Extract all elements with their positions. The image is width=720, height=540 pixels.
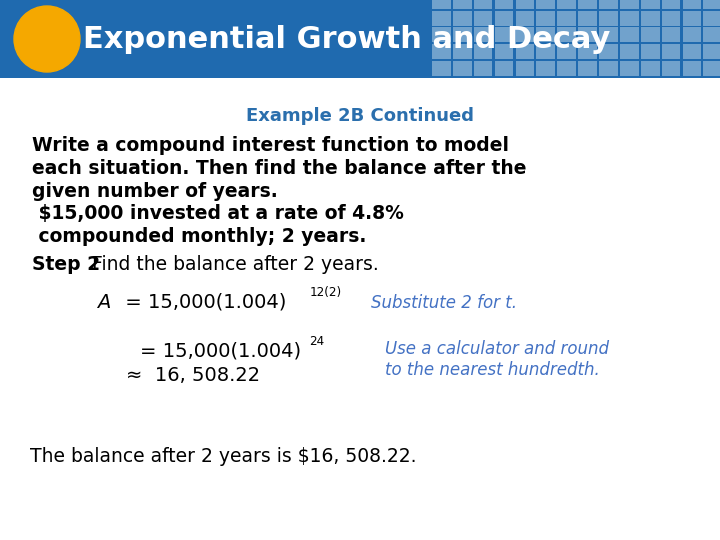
- Text: compounded monthly; 2 years.: compounded monthly; 2 years.: [32, 227, 366, 246]
- FancyBboxPatch shape: [662, 44, 680, 59]
- FancyBboxPatch shape: [453, 60, 472, 76]
- FancyBboxPatch shape: [703, 10, 720, 25]
- FancyBboxPatch shape: [641, 27, 660, 42]
- Text: Write a compound interest function to model: Write a compound interest function to mo…: [32, 136, 510, 156]
- FancyBboxPatch shape: [495, 44, 513, 59]
- FancyBboxPatch shape: [453, 0, 472, 9]
- Text: Use a calculator and round: Use a calculator and round: [385, 340, 609, 357]
- FancyBboxPatch shape: [683, 60, 701, 76]
- FancyBboxPatch shape: [703, 60, 720, 76]
- FancyBboxPatch shape: [536, 44, 555, 59]
- FancyBboxPatch shape: [599, 27, 618, 42]
- Text: = 15,000(1.004): = 15,000(1.004): [119, 293, 286, 312]
- FancyBboxPatch shape: [599, 10, 618, 25]
- FancyBboxPatch shape: [495, 10, 513, 25]
- FancyBboxPatch shape: [683, 44, 701, 59]
- Text: to the nearest hundredth.: to the nearest hundredth.: [385, 361, 600, 379]
- FancyBboxPatch shape: [557, 27, 576, 42]
- FancyBboxPatch shape: [703, 0, 720, 9]
- FancyBboxPatch shape: [662, 27, 680, 42]
- FancyBboxPatch shape: [474, 0, 492, 9]
- Text: = 15,000(1.004): = 15,000(1.004): [140, 341, 302, 360]
- FancyBboxPatch shape: [641, 60, 660, 76]
- FancyBboxPatch shape: [599, 0, 618, 9]
- FancyBboxPatch shape: [536, 60, 555, 76]
- FancyBboxPatch shape: [578, 0, 597, 9]
- FancyBboxPatch shape: [620, 44, 639, 59]
- FancyBboxPatch shape: [0, 0, 720, 78]
- Text: given number of years.: given number of years.: [32, 181, 278, 201]
- FancyBboxPatch shape: [662, 60, 680, 76]
- Text: The balance after 2 years is $16, 508.22.: The balance after 2 years is $16, 508.22…: [30, 447, 417, 466]
- FancyBboxPatch shape: [432, 60, 451, 76]
- FancyBboxPatch shape: [683, 27, 701, 42]
- FancyBboxPatch shape: [641, 0, 660, 9]
- Ellipse shape: [14, 6, 80, 72]
- FancyBboxPatch shape: [703, 44, 720, 59]
- FancyBboxPatch shape: [620, 0, 639, 9]
- FancyBboxPatch shape: [683, 0, 701, 9]
- FancyBboxPatch shape: [474, 10, 492, 25]
- FancyBboxPatch shape: [516, 27, 534, 42]
- FancyBboxPatch shape: [536, 10, 555, 25]
- FancyBboxPatch shape: [703, 27, 720, 42]
- FancyBboxPatch shape: [516, 10, 534, 25]
- Text: Example 2B Continued: Example 2B Continued: [246, 107, 474, 125]
- FancyBboxPatch shape: [432, 27, 451, 42]
- Text: Step 2: Step 2: [32, 255, 101, 274]
- FancyBboxPatch shape: [620, 10, 639, 25]
- FancyBboxPatch shape: [516, 44, 534, 59]
- FancyBboxPatch shape: [599, 44, 618, 59]
- Text: $15,000 invested at a rate of 4.8%: $15,000 invested at a rate of 4.8%: [32, 204, 404, 224]
- Text: Exponential Growth and Decay: Exponential Growth and Decay: [83, 24, 611, 53]
- FancyBboxPatch shape: [516, 0, 534, 9]
- FancyBboxPatch shape: [557, 10, 576, 25]
- Text: A: A: [97, 293, 111, 312]
- FancyBboxPatch shape: [557, 44, 576, 59]
- FancyBboxPatch shape: [620, 60, 639, 76]
- FancyBboxPatch shape: [432, 44, 451, 59]
- FancyBboxPatch shape: [453, 44, 472, 59]
- FancyBboxPatch shape: [578, 60, 597, 76]
- FancyBboxPatch shape: [578, 44, 597, 59]
- FancyBboxPatch shape: [453, 27, 472, 42]
- Text: Substitute 2 for t.: Substitute 2 for t.: [371, 294, 517, 312]
- FancyBboxPatch shape: [620, 27, 639, 42]
- FancyBboxPatch shape: [578, 27, 597, 42]
- Text: Find the balance after 2 years.: Find the balance after 2 years.: [86, 255, 379, 274]
- FancyBboxPatch shape: [662, 0, 680, 9]
- FancyBboxPatch shape: [495, 0, 513, 9]
- FancyBboxPatch shape: [432, 0, 451, 9]
- FancyBboxPatch shape: [641, 44, 660, 59]
- FancyBboxPatch shape: [536, 27, 555, 42]
- FancyBboxPatch shape: [495, 27, 513, 42]
- Text: 24: 24: [310, 334, 325, 348]
- FancyBboxPatch shape: [557, 60, 576, 76]
- FancyBboxPatch shape: [578, 10, 597, 25]
- FancyBboxPatch shape: [474, 44, 492, 59]
- FancyBboxPatch shape: [683, 10, 701, 25]
- Text: ≈  16, 508.22: ≈ 16, 508.22: [126, 366, 260, 384]
- FancyBboxPatch shape: [599, 60, 618, 76]
- FancyBboxPatch shape: [516, 60, 534, 76]
- FancyBboxPatch shape: [662, 10, 680, 25]
- Text: 12(2): 12(2): [310, 286, 342, 299]
- Text: each situation. Then find the balance after the: each situation. Then find the balance af…: [32, 159, 527, 178]
- FancyBboxPatch shape: [432, 10, 451, 25]
- FancyBboxPatch shape: [557, 0, 576, 9]
- FancyBboxPatch shape: [536, 0, 555, 9]
- FancyBboxPatch shape: [453, 10, 472, 25]
- FancyBboxPatch shape: [474, 60, 492, 76]
- FancyBboxPatch shape: [641, 10, 660, 25]
- FancyBboxPatch shape: [474, 27, 492, 42]
- FancyBboxPatch shape: [495, 60, 513, 76]
